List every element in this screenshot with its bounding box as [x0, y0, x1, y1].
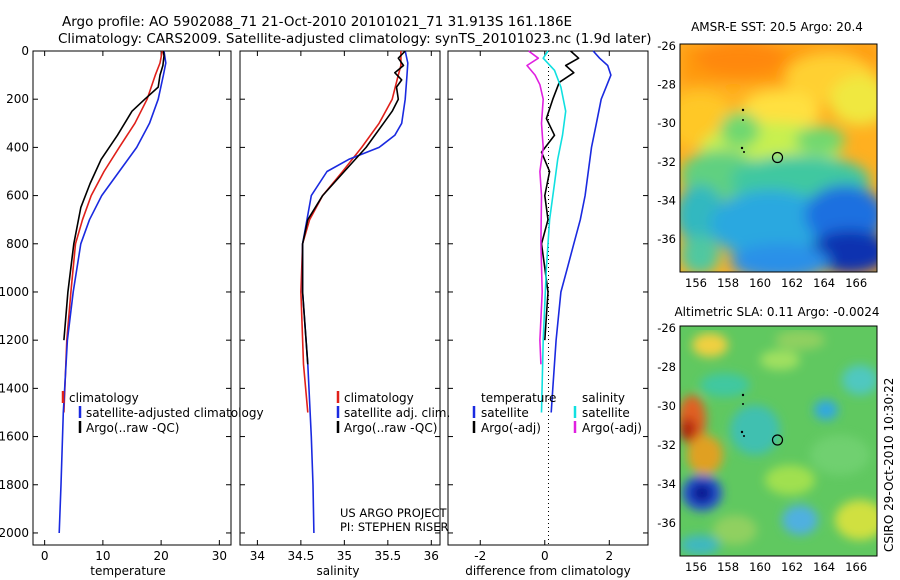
sst-float-marker	[771, 151, 784, 164]
map-x-tick-label: 162	[781, 276, 803, 290]
legend-label-temp-satellite: satellite	[481, 406, 529, 420]
y-tick-label: 0	[21, 44, 29, 58]
series-line-temperature-satellite	[550, 50, 612, 413]
header-line2: Climatology: CARS2009. Satellite-adjuste…	[58, 31, 651, 47]
series-line-salinity-argo-adj	[526, 50, 545, 365]
series-line-satellite-adjusted-climatology	[58, 50, 167, 534]
y-tick-label: 1600	[0, 430, 29, 444]
salinity-axes	[239, 50, 441, 546]
y-tick-label: 400	[6, 140, 29, 154]
map-y-tick-label: -26	[657, 39, 676, 53]
map-x-tick-label: 160	[749, 560, 771, 574]
map-y-tick-label: -30	[657, 116, 676, 130]
series-line-argo-raw-qc	[301, 50, 406, 365]
x-tick-label: 34	[250, 549, 265, 563]
map-y-tick-label: -26	[657, 321, 676, 335]
map-y-tick-label: -36	[657, 516, 676, 530]
x-tick-label: 35.5	[374, 549, 401, 563]
series-line-satellite-adj-clim	[301, 50, 409, 534]
legend-label-climatology: climatology	[69, 391, 139, 405]
y-tick-label: 200	[6, 92, 29, 106]
map-x-tick-label: 164	[813, 560, 835, 574]
y-tick-label: 600	[6, 189, 29, 203]
map-y-tick-label: -32	[657, 438, 676, 452]
y-tick-label: 1800	[0, 478, 29, 492]
sla-map-title: Altimetric SLA: 0.11 Argo: -0.0024	[674, 305, 879, 319]
sst-track-point	[743, 151, 745, 153]
header-line1: Argo profile: AO 5902088_71 21-Oct-2010 …	[62, 14, 572, 30]
sla-float-marker	[771, 434, 784, 446]
map-y-tick-label: -36	[657, 232, 676, 246]
temperature-axes	[32, 50, 232, 546]
legend-label-satellite: satellite adj. clim.	[344, 406, 450, 420]
y-tick-label: 1400	[0, 381, 29, 395]
sla-track-point	[740, 430, 744, 434]
x-tick-label: -2	[474, 549, 486, 563]
map-y-tick-label: -34	[657, 477, 676, 491]
map-x-tick-label: 164	[813, 276, 835, 290]
legend-label-argo: Argo(..raw -QC)	[86, 421, 179, 435]
sla-map-frame	[679, 325, 878, 557]
sst-track-point	[742, 119, 744, 121]
map-x-tick-label: 166	[845, 560, 867, 574]
y-tick-label: 800	[6, 237, 29, 251]
difference-legend: temperature salinity satellite Argo(-adj…	[472, 391, 642, 435]
legend-label-temp-argo: Argo(-adj)	[481, 421, 541, 435]
map-x-tick-label: 158	[717, 276, 739, 290]
sla-track-point	[741, 393, 745, 397]
y-tick-label: 1000	[0, 285, 29, 299]
x-tick-label: 20	[153, 549, 168, 563]
sst-track-point	[740, 146, 744, 150]
legend-label-climatology: climatology	[344, 391, 414, 405]
map-x-tick-label: 156	[685, 276, 707, 290]
map-y-tick-label: -28	[657, 360, 676, 374]
legend-label-argo: Argo(..raw -QC)	[344, 421, 437, 435]
sst-map-image	[680, 44, 877, 272]
x-tick-label: 34.5	[288, 549, 315, 563]
sla-track-point	[742, 403, 744, 405]
series-line-argo-raw-qc	[63, 50, 165, 341]
temperature-legend: climatology satellite-adjusted climatolo…	[61, 391, 264, 435]
salinity-xlabel: salinity	[316, 564, 359, 578]
map-x-tick-label: 160	[749, 276, 771, 290]
sst-map-frame	[679, 43, 878, 273]
x-tick-label: 30	[212, 549, 227, 563]
map-x-tick-label: 166	[845, 276, 867, 290]
difference-xlabel: difference from climatology	[465, 564, 631, 578]
x-tick-label: 2	[605, 549, 613, 563]
map-x-tick-label: 158	[717, 560, 739, 574]
sst-map-title: AMSR-E SST: 20.5 Argo: 20.4	[691, 20, 863, 34]
legend-title-salinity: salinity	[582, 391, 625, 405]
side-timestamp: CSIRO 29-Oct-2010 10:30:22	[882, 378, 896, 552]
series-line-climatology	[300, 51, 402, 413]
salinity-legend: climatology satellite adj. clim. Argo(..…	[336, 391, 450, 435]
map-y-tick-label: -28	[657, 78, 676, 92]
map-x-tick-label: 162	[781, 560, 803, 574]
y-tick-label: 1200	[0, 333, 29, 347]
series-line-salinity-satellite	[540, 50, 567, 413]
x-tick-label: 10	[95, 549, 110, 563]
series-line-climatology	[63, 50, 164, 413]
sla-track-point	[743, 435, 745, 437]
temperature-xlabel: temperature	[90, 564, 165, 578]
x-tick-label: 35	[337, 549, 352, 563]
sla-map-image	[680, 326, 877, 556]
project-line1: US ARGO PROJECT	[340, 506, 448, 520]
y-tick-label: 2000	[0, 526, 29, 540]
map-y-tick-label: -34	[657, 194, 676, 208]
legend-title-temperature: temperature	[481, 391, 556, 405]
map-y-tick-label: -32	[657, 155, 676, 169]
map-x-tick-label: 156	[685, 560, 707, 574]
x-tick-label: 0	[541, 549, 549, 563]
legend-label-satellite: satellite-adjusted climatology	[86, 406, 264, 420]
x-tick-label: 0	[41, 549, 49, 563]
legend-label-sal-satellite: satellite	[582, 406, 630, 420]
project-line2: PI: STEPHEN RISER	[340, 520, 449, 534]
legend-label-sal-argo: Argo(-adj)	[582, 421, 642, 435]
x-tick-label: 36	[424, 549, 439, 563]
sst-track-point	[741, 108, 745, 112]
map-y-tick-label: -30	[657, 399, 676, 413]
